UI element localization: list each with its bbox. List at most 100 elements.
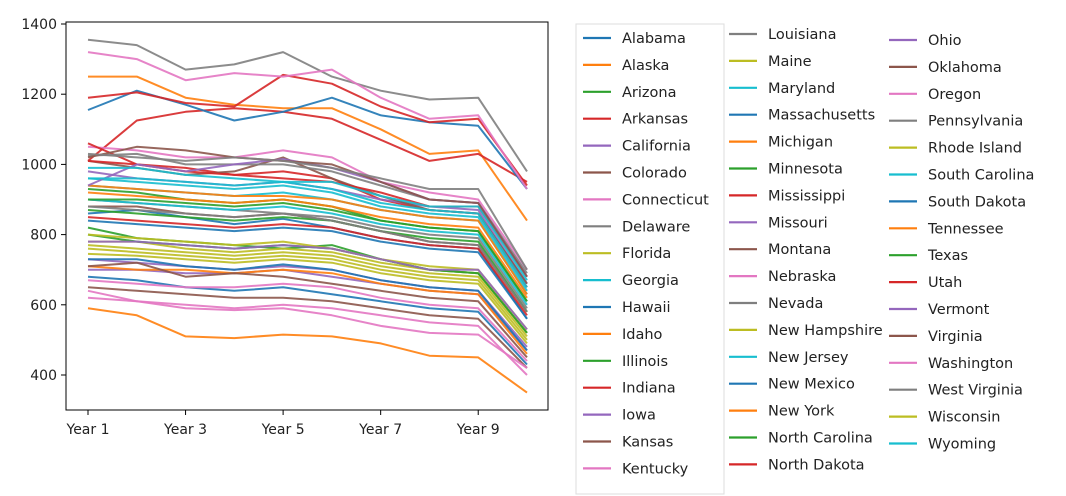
x-tick-label: Year 7: [358, 422, 402, 438]
legend-label-kansas: Kansas: [622, 435, 673, 451]
series-line-alaska: [88, 75, 528, 222]
series-line-florida: [88, 240, 528, 334]
legend-label-new-hampshire: New Hampshire: [768, 323, 883, 339]
y-tick-label: 600: [30, 298, 57, 314]
legend-label-arkansas: Arkansas: [622, 112, 688, 128]
y-tick-label: 1000: [21, 157, 57, 173]
legend-label-nebraska: Nebraska: [768, 269, 836, 285]
legend-label-new-york: New York: [768, 404, 835, 420]
series-line-maine: [87, 247, 528, 341]
legend-label-utah: Utah: [928, 275, 962, 291]
series-line-south-carolina: [88, 166, 528, 281]
series-line-pennsylvania: [87, 205, 528, 313]
series-line-idaho: [87, 307, 528, 394]
y-tick-label: 1200: [21, 87, 57, 103]
y-axis: 400 600 800 1000 1200 1400: [21, 17, 66, 384]
legend-label-washington: Washington: [928, 356, 1013, 372]
legend-label-west-virginia: West Virginia: [928, 383, 1023, 399]
legend-label-kentucky: Kentucky: [622, 461, 689, 477]
legend-label-tennessee: Tennessee: [927, 221, 1004, 237]
series-line-virginia: [87, 261, 528, 359]
series-line-new-hampshire: [87, 252, 528, 345]
legend-label-indiana: Indiana: [622, 381, 676, 397]
legend-label-minnesota: Minnesota: [768, 162, 843, 178]
y-tick-label: 1400: [21, 17, 57, 33]
legend-label-michigan: Michigan: [768, 135, 833, 151]
legend-label-massachusetts: Massachusetts: [768, 108, 875, 124]
legend-label-virginia: Virginia: [928, 329, 983, 345]
legend-label-alabama: Alabama: [622, 31, 686, 47]
series-line-nebraska: [87, 51, 528, 190]
series-line-nevada: [87, 152, 528, 274]
legend-label-florida: Florida: [622, 246, 671, 262]
legend: Alabama Alaska Arizona Arkansas California Co…: [583, 27, 1034, 477]
legend-label-mississippi: Mississippi: [768, 188, 845, 204]
series-line-north-carolina: [87, 209, 528, 313]
legend-label-alaska: Alaska: [622, 58, 669, 74]
series-line-new-mexico: [88, 258, 528, 352]
series-line-south-dakota: [87, 219, 528, 320]
series-line-louisiana: [87, 38, 528, 172]
series-line-utah: [87, 216, 528, 316]
series-line-wisconsin: [87, 244, 528, 338]
series-line-tennessee: [87, 191, 528, 299]
legend-label-georgia: Georgia: [622, 273, 679, 289]
legend-label-texas: Texas: [927, 248, 968, 264]
series-line-new-jersey: [87, 198, 528, 306]
legend-label-wyoming: Wyoming: [928, 437, 996, 453]
legend-label-pennsylvania: Pennsylvania: [928, 114, 1023, 130]
series-line-connecticut: [87, 145, 528, 271]
x-tick-label: Year 3: [163, 422, 207, 438]
legend-label-montana: Montana: [768, 242, 831, 258]
legend-label-louisiana: Louisiana: [768, 27, 836, 43]
series-line-michigan: [87, 184, 528, 295]
legend-label-rhode-island: Rhode Island: [928, 141, 1022, 157]
x-tick-label: Year 1: [66, 422, 110, 438]
series-line-rhode-island: [87, 233, 528, 331]
legend-label-south-dakota: South Dakota: [928, 194, 1026, 210]
legend-label-connecticut: Connecticut: [622, 192, 709, 208]
series-line-oregon: [87, 289, 528, 369]
series-line-west-virginia: [87, 152, 528, 271]
legend-label-california: California: [622, 139, 691, 155]
legend-label-nevada: Nevada: [768, 296, 823, 312]
series-line-kentucky: [87, 296, 528, 376]
series-line-mississippi: [87, 73, 528, 187]
legend-label-ohio: Ohio: [928, 33, 962, 49]
y-tick-label: 400: [30, 368, 57, 384]
series-line-oklahoma: [87, 145, 528, 278]
legend-label-new-mexico: New Mexico: [768, 377, 855, 393]
series-line-arkansas: [87, 107, 528, 183]
series-line-kansas: [87, 286, 528, 369]
x-tick-label: Year 9: [456, 422, 500, 438]
x-tick-label: Year 5: [261, 422, 305, 438]
legend-label-new-jersey: New Jersey: [768, 350, 849, 366]
legend-label-vermont: Vermont: [928, 302, 990, 318]
legend-label-delaware: Delaware: [622, 219, 690, 235]
legend-label-illinois: Illinois: [622, 354, 668, 370]
legend-label-idaho: Idaho: [622, 327, 663, 343]
legend-label-oklahoma: Oklahoma: [928, 60, 1002, 76]
legend-label-colorado: Colorado: [622, 166, 687, 182]
legend-label-north-carolina: North Carolina: [768, 431, 873, 447]
legend-label-north-dakota: North Dakota: [768, 457, 865, 473]
legend-label-maine: Maine: [768, 54, 812, 70]
series-line-vermont: [88, 240, 528, 331]
legend-label-maryland: Maryland: [768, 81, 835, 97]
legend-label-south-carolina: South Carolina: [928, 168, 1034, 184]
legend-label-hawaii: Hawaii: [622, 300, 671, 316]
plot-lines: [87, 38, 528, 394]
legend-label-missouri: Missouri: [768, 215, 828, 231]
legend-label-wisconsin: Wisconsin: [928, 410, 1000, 426]
x-axis: Year 1 Year 3 Year 5 Year 7 Year 9: [66, 410, 500, 438]
series-line-hawaii: [87, 275, 528, 366]
series-line-maryland: [87, 177, 528, 292]
series-line-washington: [87, 279, 528, 362]
series-line-texas: [88, 198, 528, 302]
legend-label-iowa: Iowa: [622, 408, 656, 424]
y-tick-label: 800: [30, 228, 57, 244]
series-line-wyoming: [88, 177, 528, 288]
legend-label-oregon: Oregon: [928, 87, 981, 103]
legend-label-arizona: Arizona: [622, 85, 676, 101]
